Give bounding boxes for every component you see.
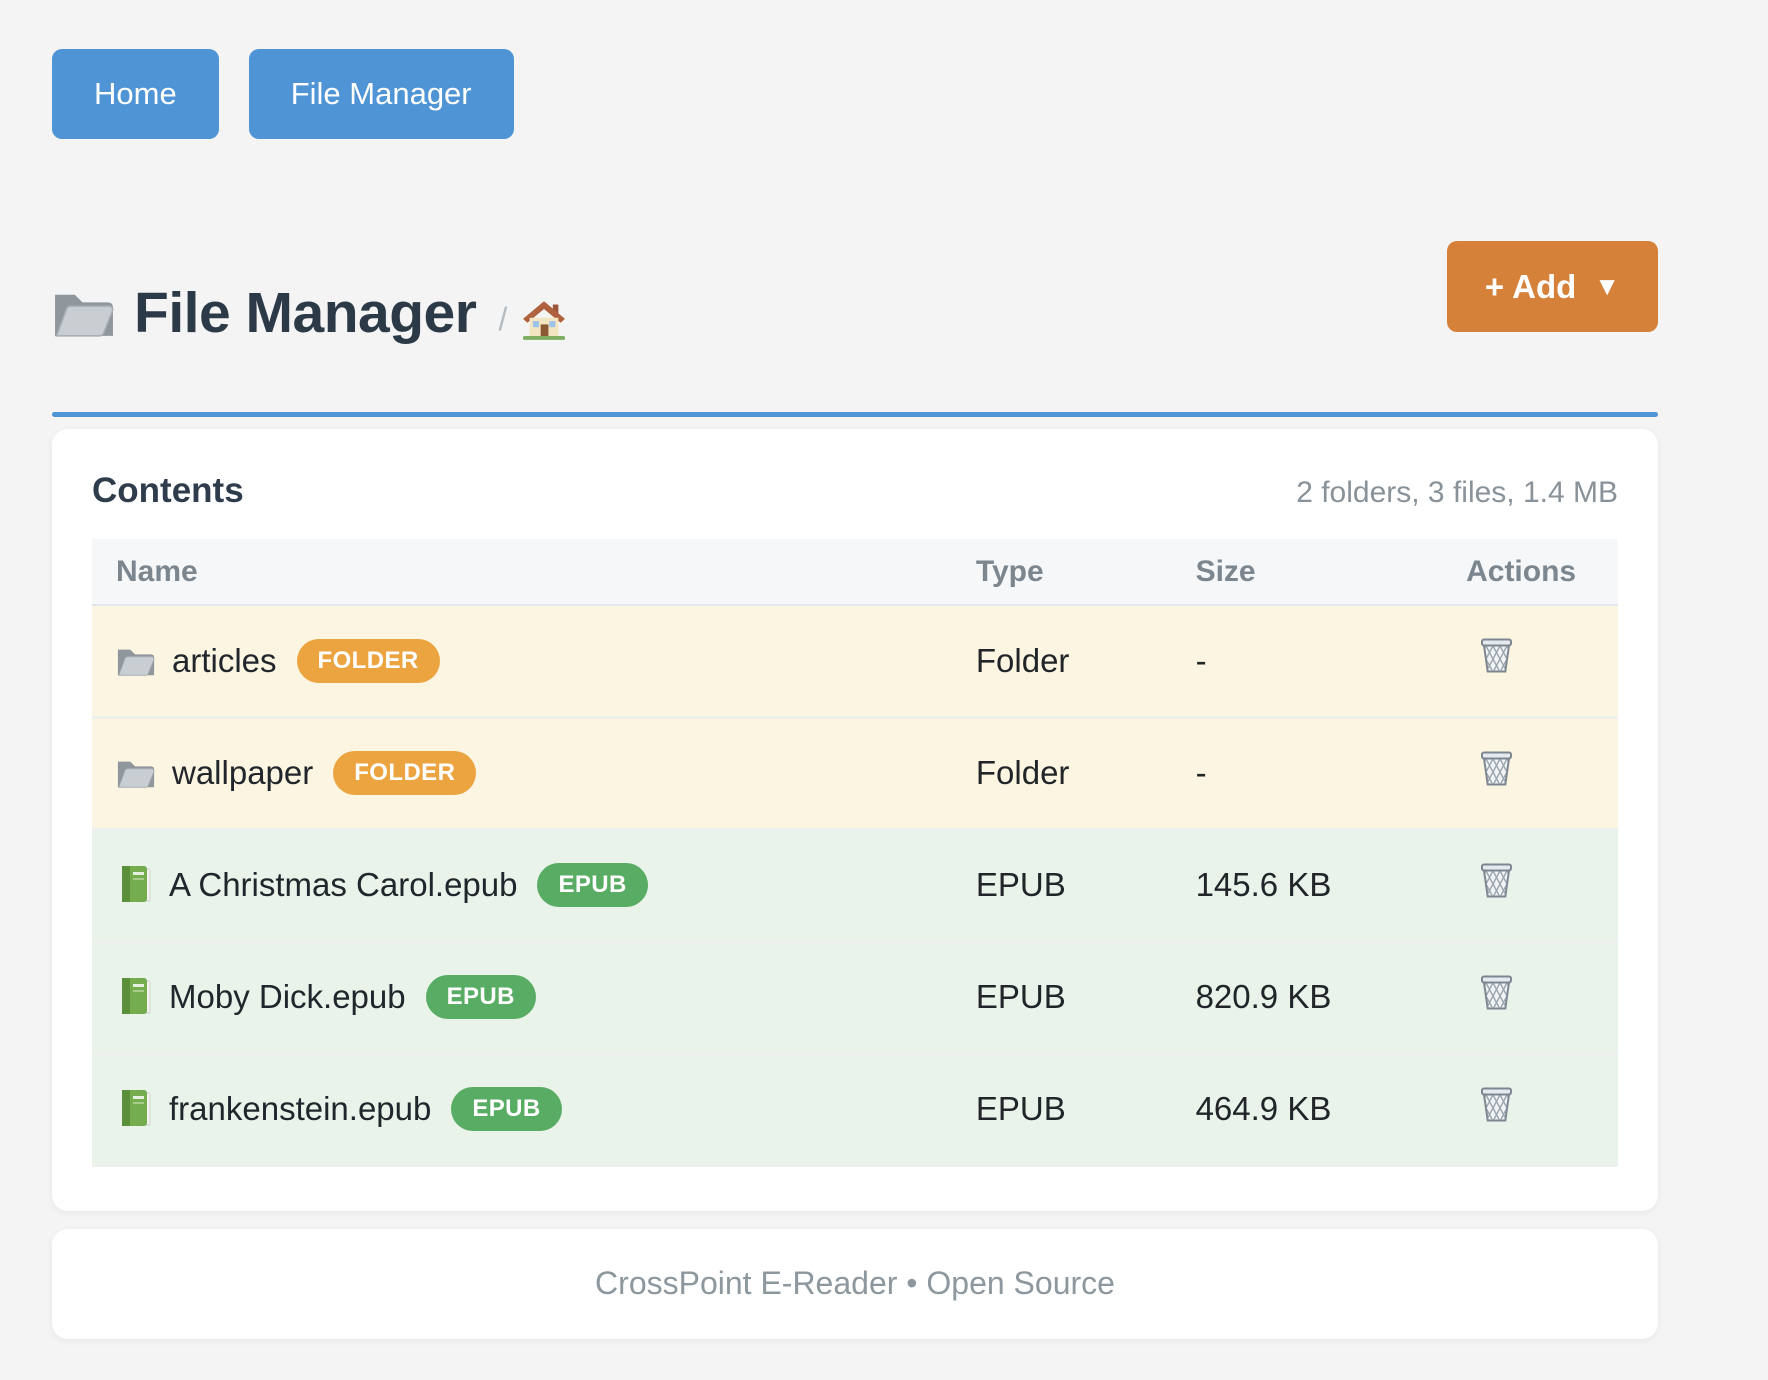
nav-home-button[interactable]: Home	[52, 49, 219, 139]
size-cell: 464.9 KB	[1171, 1053, 1443, 1167]
folder-icon	[117, 761, 155, 788]
type-badge: EPUB	[425, 975, 536, 1019]
home-icon[interactable]	[521, 299, 567, 341]
title-divider	[52, 412, 1658, 417]
size-cell: -	[1171, 717, 1443, 831]
footer-card: CrossPoint E-Reader • Open Source	[52, 1228, 1658, 1339]
delete-button[interactable]	[1478, 636, 1515, 677]
add-button[interactable]: + Add ▼	[1446, 241, 1658, 332]
page-header: File Manager / + Add ▼	[52, 241, 1658, 384]
delete-button[interactable]	[1478, 861, 1515, 902]
size-cell: -	[1171, 605, 1443, 719]
table-row: wallpaper FOLDER Folder -	[92, 717, 1618, 831]
size-cell: 145.6 KB	[1171, 829, 1443, 943]
delete-button[interactable]	[1478, 749, 1515, 790]
trash-icon	[1478, 636, 1515, 677]
book-icon	[121, 865, 151, 903]
trash-icon	[1478, 861, 1515, 902]
delete-button[interactable]	[1478, 1085, 1515, 1126]
folder-icon	[117, 648, 155, 676]
item-name-link[interactable]: frankenstein.epub	[169, 1090, 432, 1127]
item-name-link[interactable]: Moby Dick.epub	[169, 978, 406, 1015]
page-title: File Manager	[134, 280, 477, 345]
trash-icon	[1478, 1085, 1515, 1126]
delete-button[interactable]	[1478, 973, 1515, 1014]
chevron-down-icon: ▼	[1594, 271, 1620, 301]
table-header-row: Name Type Size Actions	[92, 539, 1618, 606]
size-cell: 820.9 KB	[1171, 941, 1443, 1055]
trash-icon	[1478, 973, 1515, 1014]
column-header-type: Type	[951, 539, 1172, 606]
top-nav: Home File Manager	[52, 49, 1658, 139]
book-icon	[121, 977, 151, 1015]
type-cell: Folder	[951, 605, 1172, 719]
column-header-size: Size	[1171, 539, 1443, 606]
contents-card: Contents 2 folders, 3 files, 1.4 MB Name…	[52, 429, 1658, 1211]
book-icon	[121, 1089, 151, 1127]
type-badge: EPUB	[537, 863, 648, 907]
type-cell: EPUB	[951, 829, 1172, 943]
item-name-link[interactable]: A Christmas Carol.epub	[169, 866, 518, 903]
open-folder-icon	[54, 293, 114, 337]
item-name-link[interactable]: articles	[172, 641, 277, 679]
table-row: frankenstein.epub EPUB EPUB 464.9 KB	[92, 1053, 1618, 1167]
nav-file-manager-button[interactable]: File Manager	[248, 49, 514, 139]
add-button-label: + Add	[1484, 267, 1577, 305]
table-row: Moby Dick.epub EPUB EPUB 820.9 KB	[92, 941, 1618, 1055]
type-badge: FOLDER	[296, 638, 440, 683]
table-row: articles FOLDER Folder -	[92, 605, 1618, 719]
breadcrumb-separator: /	[498, 301, 508, 337]
column-header-name: Name	[92, 539, 952, 606]
footer-text: CrossPoint E-Reader • Open Source	[595, 1265, 1115, 1301]
contents-table: Name Type Size Actions articles FOLDER F…	[92, 539, 1618, 1167]
type-cell: EPUB	[951, 1053, 1172, 1167]
contents-heading: Contents	[92, 471, 244, 510]
type-cell: Folder	[951, 717, 1172, 831]
type-badge: EPUB	[451, 1087, 562, 1131]
column-header-actions: Actions	[1442, 539, 1618, 606]
table-row: A Christmas Carol.epub EPUB EPUB 145.6 K…	[92, 829, 1618, 943]
item-name-link[interactable]: wallpaper	[172, 754, 314, 791]
contents-summary: 2 folders, 3 files, 1.4 MB	[1296, 476, 1618, 509]
trash-icon	[1478, 749, 1515, 790]
type-badge: FOLDER	[333, 751, 477, 795]
type-cell: EPUB	[951, 941, 1172, 1055]
